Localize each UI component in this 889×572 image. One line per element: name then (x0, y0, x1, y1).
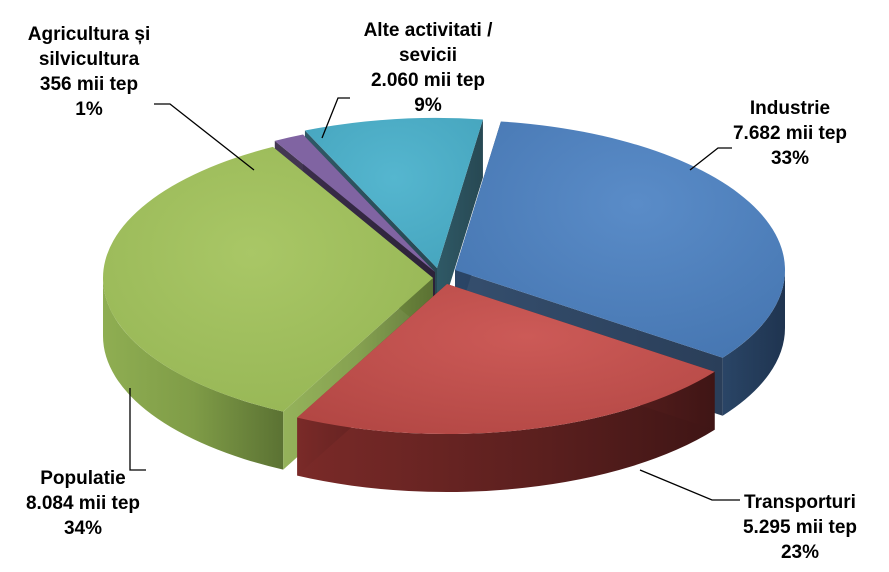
label-populatie-name: Populatie (40, 468, 126, 489)
slice-industrie (455, 121, 785, 358)
label-agricultura: Agricultura și silvicultura 356 mii tep … (4, 22, 174, 122)
label-industrie-value: 7.682 mii tep (732, 123, 848, 144)
label-industrie-name: Industrie (749, 98, 831, 119)
label-alte-percent: 9% (414, 95, 442, 116)
leader-line-alte (321, 97, 350, 139)
label-transporturi-name: Transporturi (744, 492, 856, 513)
slice-alte-wall (437, 119, 483, 326)
label-alte-value: 2.060 mii tep (370, 70, 486, 91)
slice-alte (304, 118, 483, 268)
label-transporturi-percent: 23% (780, 542, 820, 563)
label-populatie-percent: 34% (63, 518, 103, 539)
slice-industrie-side (722, 270, 785, 416)
slice-transporturi-side (297, 371, 715, 492)
label-agricultura-percent: 1% (75, 99, 103, 120)
slice-populatie (103, 146, 433, 412)
label-alte-name-2: sevicii (398, 45, 458, 66)
label-agricultura-value: 356 mii tep (39, 74, 139, 95)
leader-line-industrie (689, 147, 732, 171)
label-alte: Alte activitati / sevicii 2.060 mii tep … (338, 18, 518, 118)
slice-transporturi (297, 284, 715, 434)
leader-line-populatie (129, 388, 146, 471)
label-populatie-value: 8.084 mii tep (25, 493, 141, 514)
label-transporturi: Transporturi 5.295 mii tep 23% (712, 490, 888, 565)
label-alte-name-1: Alte activitati / (363, 20, 493, 41)
label-populatie: Populatie 8.084 mii tep 34% (0, 466, 166, 541)
slice-populatie-side (103, 278, 284, 470)
leader-line-agricultura (154, 103, 255, 171)
label-agricultura-name-2: silvicultura (38, 49, 140, 70)
label-industrie: Industrie 7.682 mii tep 33% (700, 96, 880, 171)
leader-line-transporturi (639, 469, 740, 501)
label-transporturi-value: 5.295 mii tep (742, 517, 858, 538)
label-agricultura-name-1: Agricultura și (27, 24, 151, 45)
label-industrie-percent: 33% (770, 148, 810, 169)
slice-agricultura (274, 134, 435, 272)
